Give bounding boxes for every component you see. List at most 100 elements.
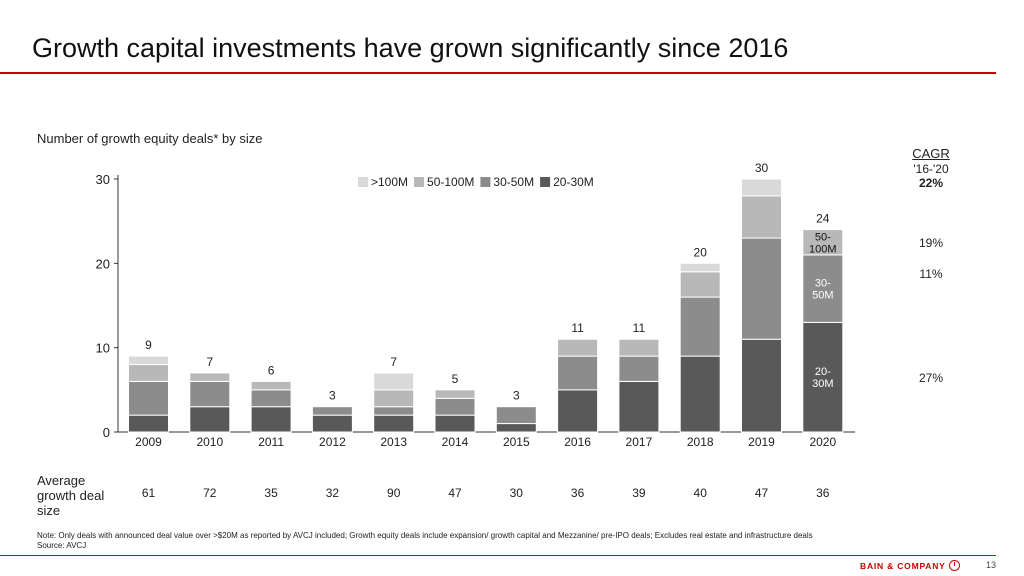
company-logo: BAIN & COMPANY — [860, 560, 960, 571]
bar-total-label: 9 — [145, 338, 152, 352]
bar-segment-100M-2013 — [373, 372, 415, 391]
footnote-note: Note: Only deals with announced deal val… — [37, 531, 813, 540]
legend-swatch — [480, 177, 491, 187]
bar-total-label: 5 — [452, 372, 459, 386]
bar-total-label: 24 — [816, 212, 830, 226]
logo-circle-icon — [948, 560, 960, 571]
avg-deal-size-value: 39 — [632, 486, 646, 500]
bar-segment-2030M-2017 — [618, 380, 660, 433]
segment-label-2020: 50-100M — [809, 231, 837, 255]
avg-deal-size-value: 32 — [326, 486, 340, 500]
bar-segment-3050M-2015 — [495, 406, 537, 425]
bar-total-label: 7 — [390, 355, 397, 369]
bar-segment-3050M-2014 — [434, 397, 476, 416]
bar-total-label: 11 — [571, 321, 584, 335]
x-tick-label: 2010 — [196, 435, 223, 449]
bar-segment-50100M-2016 — [557, 338, 599, 357]
legend-label: 50-100M — [427, 175, 474, 189]
title-divider — [0, 72, 996, 74]
bar-segment-100M-2009 — [128, 355, 169, 366]
bar-segment-50100M-2011 — [250, 380, 292, 391]
legend-label: >100M — [371, 175, 408, 189]
bar-segment-3050M-2020 — [802, 254, 844, 323]
avg-deal-size-value: 36 — [571, 486, 585, 500]
bar-total-label: 7 — [206, 355, 213, 369]
legend-swatch — [414, 177, 425, 187]
avg-deal-size-value: 90 — [387, 486, 401, 500]
x-tick-label: 2020 — [809, 435, 836, 449]
company-logo-text: BAIN & COMPANY — [860, 561, 946, 571]
x-tick-label: 2019 — [748, 435, 775, 449]
page-number: 13 — [986, 560, 997, 570]
bar-segment-2030M-2011 — [250, 406, 292, 433]
avg-deal-size-label-text: Average growth deal size — [37, 473, 105, 518]
x-tick-label: 2014 — [442, 435, 469, 449]
bar-segment-3050M-2009 — [128, 380, 169, 416]
cagr-30-50m: 11% — [919, 267, 943, 281]
bar-total-label: 30 — [755, 161, 769, 175]
bar-segment-50100M-2013 — [373, 389, 415, 408]
avg-deal-size-value: 40 — [694, 486, 708, 500]
bar-total-label: 11 — [633, 321, 646, 335]
avg-deal-size-value: 72 — [203, 486, 217, 500]
legend-swatch — [540, 177, 551, 187]
slide-title: Growth capital investments have grown si… — [32, 33, 789, 63]
bar-segment-2030M-2010 — [189, 406, 231, 433]
bar-segment-3050M-2019 — [741, 237, 782, 340]
bar-segment-50100M-2014 — [434, 389, 476, 399]
bar-segment-50100M-2019 — [741, 195, 782, 239]
bar-segment-100M-2019 — [741, 178, 782, 197]
bar-total-label: 20 — [694, 245, 708, 259]
bar-segment-50100M-2017 — [618, 338, 660, 357]
avg-deal-size-value: 36 — [816, 486, 830, 500]
avg-deal-size-value: 47 — [755, 486, 769, 500]
bar-segment-2030M-2018 — [679, 355, 721, 433]
bar-segment-2030M-2015 — [495, 423, 537, 433]
y-tick-label: 30 — [96, 172, 110, 187]
bar-segment-3050M-2018 — [679, 296, 721, 357]
legend-swatch — [358, 177, 368, 187]
x-tick-label: 2009 — [135, 435, 162, 449]
bar-segment-2030M-2019 — [741, 338, 782, 433]
avg-deal-size-label: Average growth deal size — [37, 473, 104, 518]
bar-segment-3050M-2011 — [250, 389, 292, 408]
bar-segment-2030M-2013 — [373, 414, 415, 433]
footnote-source: Source: AVCJ — [37, 541, 87, 550]
segment-label-2020: 30-50M — [812, 278, 833, 302]
x-tick-label: 2012 — [319, 435, 346, 449]
cagr-header: CAGR — [912, 146, 950, 161]
cagr-20-30m: 27% — [918, 371, 944, 385]
bar-segment-50100M-2018 — [679, 271, 721, 298]
x-tick-label: 2018 — [687, 435, 714, 449]
legend-label: 20-30M — [553, 175, 594, 189]
bar-segment-3050M-2017 — [618, 355, 660, 382]
bar-segment-3050M-2013 — [373, 406, 415, 416]
chart-title: Number of growth equity deals* by size — [37, 131, 263, 146]
cagr-total: 22% — [918, 176, 944, 190]
y-tick-label: 0 — [103, 425, 110, 440]
bar-segment-3050M-2016 — [557, 355, 599, 391]
avg-deal-size-value: 30 — [510, 486, 524, 500]
y-tick-label: 20 — [96, 256, 110, 271]
segment-label-2020: 20-30M — [812, 366, 833, 390]
x-tick-label: 2013 — [380, 435, 407, 449]
bar-total-label: 6 — [268, 363, 275, 377]
bar-segment-50100M-2010 — [189, 372, 231, 382]
bar-total-label: 3 — [513, 389, 520, 403]
footnote: Note: Only deals with announced deal val… — [37, 531, 813, 551]
bar-segment-2030M-2016 — [557, 389, 599, 433]
bar-segment-2030M-2020 — [802, 321, 844, 433]
avg-deal-size-value: 35 — [264, 486, 278, 500]
x-tick-label: 2011 — [258, 435, 284, 449]
avg-deal-size-value: 61 — [142, 486, 156, 500]
bar-segment-50100M-2020 — [802, 229, 844, 256]
x-tick-label: 2017 — [626, 435, 653, 449]
x-tick-label: 2016 — [564, 435, 591, 449]
bar-segment-50100M-2009 — [128, 364, 169, 382]
cagr-period: '16-'20 — [913, 162, 949, 176]
bar-segment-3050M-2010 — [189, 380, 231, 408]
footer-divider — [0, 555, 996, 556]
x-tick-label: 2015 — [503, 435, 530, 449]
legend-label: 30-50M — [493, 175, 534, 189]
